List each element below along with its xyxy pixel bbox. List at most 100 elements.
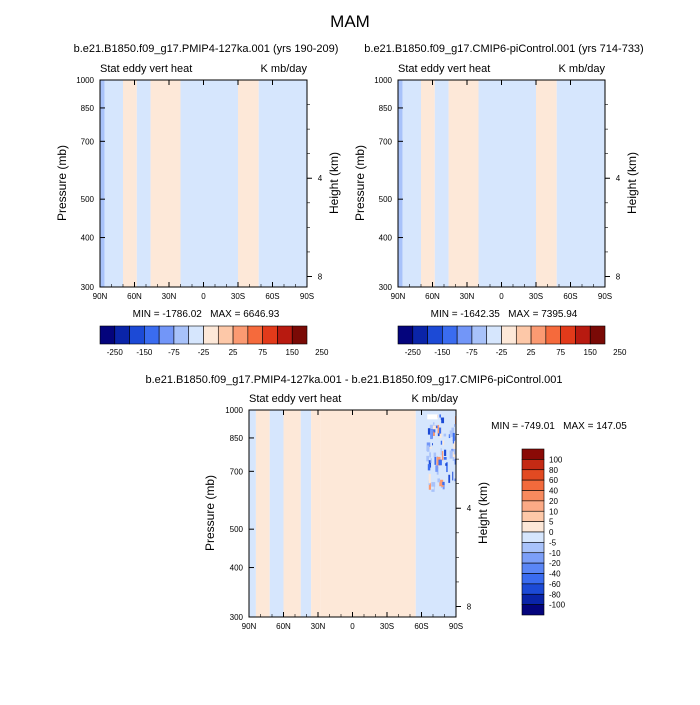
colorbar-box [515,325,532,345]
x-tick-label: 90S [300,292,314,301]
field-gap [427,414,438,420]
colorbar-label: 10 [549,507,558,516]
field-noise [438,459,442,466]
colorbar-label: 100 [549,455,563,464]
colorbar-box [575,325,591,345]
panel-2-height-label: Height (km) [625,152,639,214]
field-noise [435,465,438,472]
colorbar-label: 60 [549,476,558,485]
x-tick-label: 60S [414,622,428,631]
colorbar-box [247,325,263,345]
colorbar-box [521,459,545,471]
colorbar-label: -40 [549,570,561,579]
colorbar-label: -25 [198,348,210,357]
field-noise [442,481,445,486]
field-noise [431,486,434,490]
y-tick-label: 400 [379,234,393,243]
y-tick-label: 500 [379,195,393,204]
colorbar-label: -75 [466,348,478,357]
x-tick-label: 30N [162,292,177,301]
panel-2-stats: MIN = -1642.35 MAX = 7395.94 [431,309,578,320]
colorbar-label: 40 [549,487,558,496]
field-noise [428,482,432,490]
panel-2: b.e21.B1850.f09_g17.CMIP6-piControl.001 … [353,43,644,357]
y-tick-label: 500 [81,195,95,204]
colorbar-box [397,325,414,345]
field-noise [426,455,430,462]
field-band [136,80,151,287]
x-tick-label: 60S [265,292,279,301]
colorbar-box [144,325,160,345]
colorbar-box [560,325,576,345]
field-noise [453,448,456,455]
field-band [478,80,490,287]
panel-2-field [398,80,605,287]
field-noise [449,450,453,459]
colorbar-box [188,325,204,345]
colorbar-label: 5 [549,518,554,527]
colorbar-label: -10 [549,549,561,558]
colorbar-box [521,500,545,512]
colorbar-box [442,325,458,345]
colorbar-box [427,325,443,345]
field-noise [448,474,451,483]
field-band [490,80,536,287]
figure-title: MAM [330,12,370,31]
y-tick-label: 300 [81,283,95,292]
colorbar-label: -250 [107,348,124,357]
height-tick-label: 4 [616,174,621,183]
x-tick-label: 0 [350,622,355,631]
field-band [123,80,137,287]
field-noise [452,440,455,444]
y-tick-label: 700 [379,137,393,146]
field-noise [432,422,435,425]
colorbar-box [589,325,606,345]
field-noise [428,473,431,484]
field-noise [426,445,430,452]
colorbar-box [486,325,502,345]
y-tick-label: 400 [230,564,244,573]
field-noise [434,457,437,465]
panel-1-left-string: Stat eddy vert heat [100,63,192,75]
colorbar-label: 250 [613,348,627,357]
field-band [421,80,435,287]
colorbar-box [521,593,545,605]
field-noise [452,457,455,462]
colorbar-label: -100 [549,601,566,610]
field-noise [448,443,451,451]
panel-2-title: b.e21.B1850.f09_g17.CMIP6-piControl.001 … [364,43,643,55]
field-noise [437,424,440,434]
colorbar-box [471,325,488,345]
colorbar-label: -150 [434,348,451,357]
y-tick-label: 700 [230,467,244,476]
field-noise [454,458,456,465]
field-band [341,410,376,617]
panel-3-y-label: Pressure (mb) [203,475,217,551]
x-tick-label: 30S [529,292,543,301]
colorbar-box [291,325,308,345]
field-band [311,410,321,617]
x-tick-label: 90S [449,622,463,631]
colorbar-box [412,325,428,345]
field-noise [440,440,443,445]
colorbar-box [173,325,190,345]
colorbar-box [129,325,145,345]
field-band [100,80,105,287]
colorbar-box [501,325,517,345]
panel-3: b.e21.B1850.f09_g17.PMIP4-127ka.001 - b.… [145,374,627,631]
panel-1-title: b.e21.B1850.f09_g17.PMIP4-127ka.001 (yrs… [74,43,339,55]
y-tick-label: 300 [379,283,393,292]
x-tick-label: 30S [380,622,394,631]
x-tick-label: 90N [242,622,257,631]
field-band [320,410,341,617]
x-tick-label: 90N [391,292,406,301]
field-band [398,80,403,287]
field-noise [440,448,442,456]
panel-1: b.e21.B1850.f09_g17.PMIP4-127ka.001 (yrs… [55,43,341,357]
colorbar-box [521,521,545,533]
field-band [556,80,605,287]
colorbar-box [521,469,545,481]
colorbar-box [530,325,547,345]
x-tick-label: 30N [311,622,326,631]
field-noise [433,428,435,438]
